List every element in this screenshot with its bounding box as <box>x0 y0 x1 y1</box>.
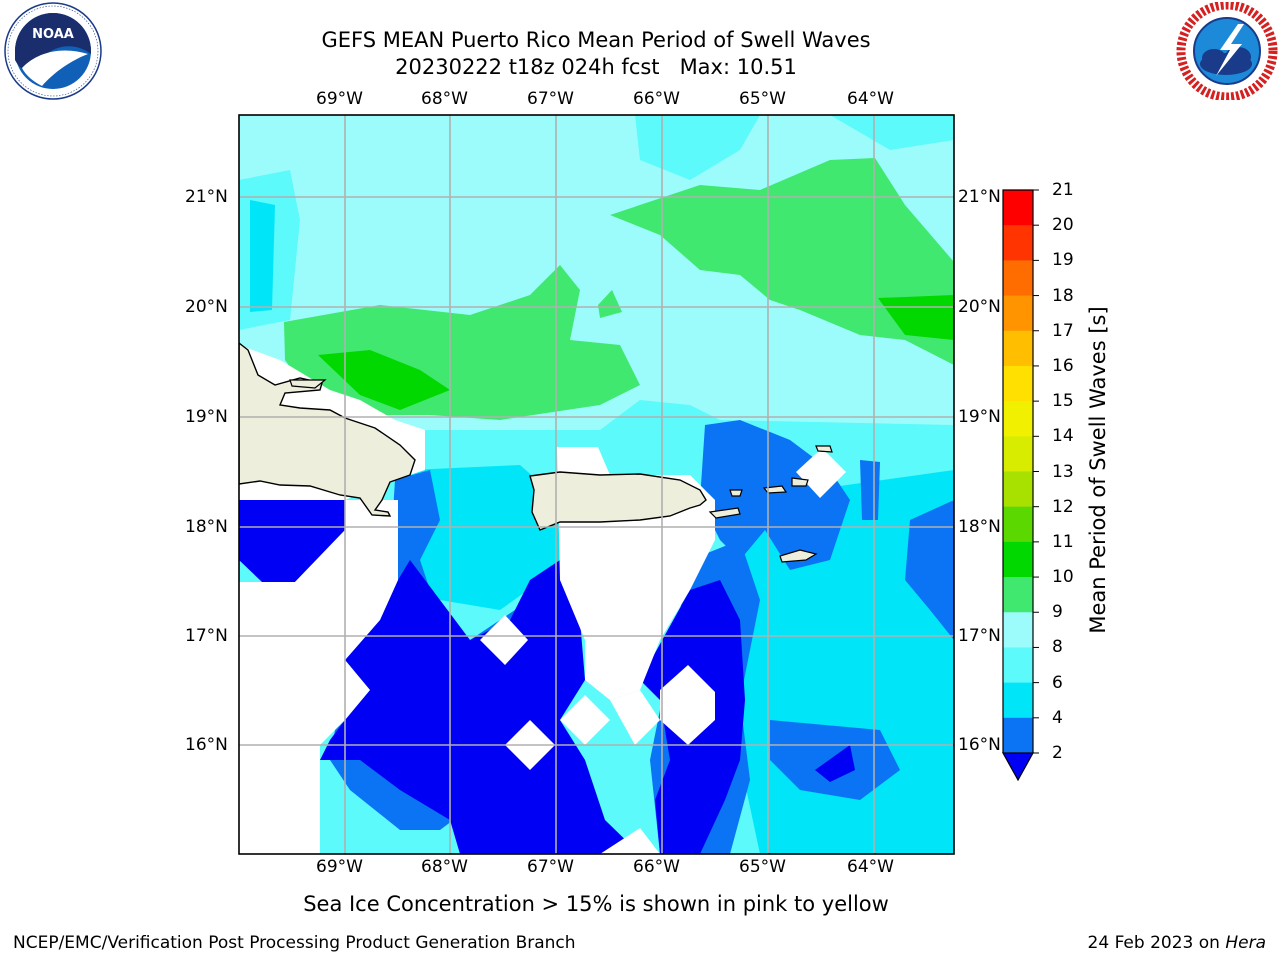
colorbar-tick-label: 15 <box>1052 391 1074 412</box>
swell-period-field <box>239 115 954 854</box>
lat-label-right: 20°N <box>958 297 1001 317</box>
colorbar-segment <box>1003 225 1033 261</box>
lat-label-left: 21°N <box>185 187 228 207</box>
colorbar-tick-label: 11 <box>1052 531 1074 552</box>
colorbar-segment <box>1003 190 1033 226</box>
footer-credit: NCEP/EMC/Verification Post Processing Pr… <box>13 933 576 953</box>
lon-label-bottom: 68°W <box>421 857 468 877</box>
colorbar-tick-label: 21 <box>1052 180 1074 200</box>
chart-title: GEFS MEAN Puerto Rico Mean Period of Swe… <box>321 28 871 52</box>
lon-label-top: 67°W <box>527 89 574 109</box>
colorbar-segment <box>1003 682 1033 719</box>
graticule <box>239 115 954 854</box>
lat-label-left: 17°N <box>185 626 228 646</box>
colorbar-tick-label: 12 <box>1052 496 1074 517</box>
lon-label-top: 65°W <box>739 89 786 109</box>
chart-subtitle: 20230222 t18z 024h fcst Max: 10.51 <box>395 55 797 79</box>
colorbar-segment <box>1003 471 1033 508</box>
colorbar-tick-label: 14 <box>1052 426 1074 447</box>
lon-label-top: 68°W <box>421 89 468 109</box>
colorbar-tick-label: 13 <box>1052 461 1074 482</box>
lat-label-left: 20°N <box>185 297 228 317</box>
lon-label-top: 66°W <box>633 89 680 109</box>
colorbar-tick-label: 18 <box>1052 285 1074 306</box>
colorbar-segment <box>1003 295 1033 332</box>
colorbar-segment <box>1003 577 1033 613</box>
lat-label-right: 16°N <box>958 735 1001 755</box>
nws-logo-icon <box>1176 2 1278 100</box>
lon-label-top: 64°W <box>847 89 894 109</box>
noaa-logo-text: NOAA <box>32 27 74 42</box>
sea-ice-note: Sea Ice Concentration > 15% is shown in … <box>303 892 889 916</box>
lon-label-bottom: 67°W <box>527 857 574 877</box>
lat-label-right: 17°N <box>958 626 1001 646</box>
colorbar-segment <box>1003 401 1033 437</box>
colorbar-tick-label: 10 <box>1052 567 1074 588</box>
lat-label-left: 18°N <box>185 517 228 537</box>
lon-label-bottom: 66°W <box>633 857 680 877</box>
footer-date-text: 24 Feb 2023 on <box>1087 933 1226 953</box>
colorbar-tick-label: 17 <box>1052 320 1074 341</box>
colorbar-label: Mean Period of Swell Waves [s] <box>1086 306 1110 634</box>
footer-date: 24 Feb 2023 on Hera <box>1088 933 1266 953</box>
colorbar-segment <box>1003 436 1033 472</box>
lon-label-bottom: 65°W <box>739 857 786 877</box>
lat-label-right: 21°N <box>958 187 1001 207</box>
lat-label-left: 19°N <box>185 407 228 427</box>
lat-label-right: 18°N <box>958 517 1001 537</box>
lon-label-bottom: 69°W <box>316 857 363 877</box>
colorbar-segment <box>1003 260 1033 297</box>
colorbar-segment <box>1003 330 1033 367</box>
colorbar-segment <box>1003 365 1033 402</box>
lon-label-top: 69°W <box>316 89 363 109</box>
footer-host: Hera <box>1225 933 1266 953</box>
colorbar-tick-label: 20 <box>1052 215 1074 236</box>
lat-label-right: 19°N <box>958 407 1001 427</box>
colorbar-tick-label: 2 <box>1052 743 1063 763</box>
virgin-islands <box>289 379 833 563</box>
colorbar-tick-label: 16 <box>1052 355 1074 376</box>
colorbar-segment <box>1003 506 1033 543</box>
colorbar-segment <box>1003 647 1033 684</box>
lon-label-bottom: 64°W <box>847 857 894 877</box>
colorbar-extension <box>1001 752 1035 782</box>
colorbar-segment <box>1003 612 1033 648</box>
colorbar-tick-label: 9 <box>1052 602 1063 623</box>
noaa-logo-icon: NOAA <box>4 2 102 100</box>
colorbar-segment <box>1003 717 1033 754</box>
colorbar-tick-label: 4 <box>1052 707 1063 728</box>
colorbar-segment <box>1003 541 1033 578</box>
colorbar-tick-label: 6 <box>1052 672 1063 693</box>
lat-label-left: 16°N <box>185 735 228 755</box>
map-frame <box>238 114 955 855</box>
colorbar <box>1001 189 1039 782</box>
colorbar-tick-label: 8 <box>1052 637 1063 658</box>
colorbar-tick-label: 19 <box>1052 250 1074 271</box>
